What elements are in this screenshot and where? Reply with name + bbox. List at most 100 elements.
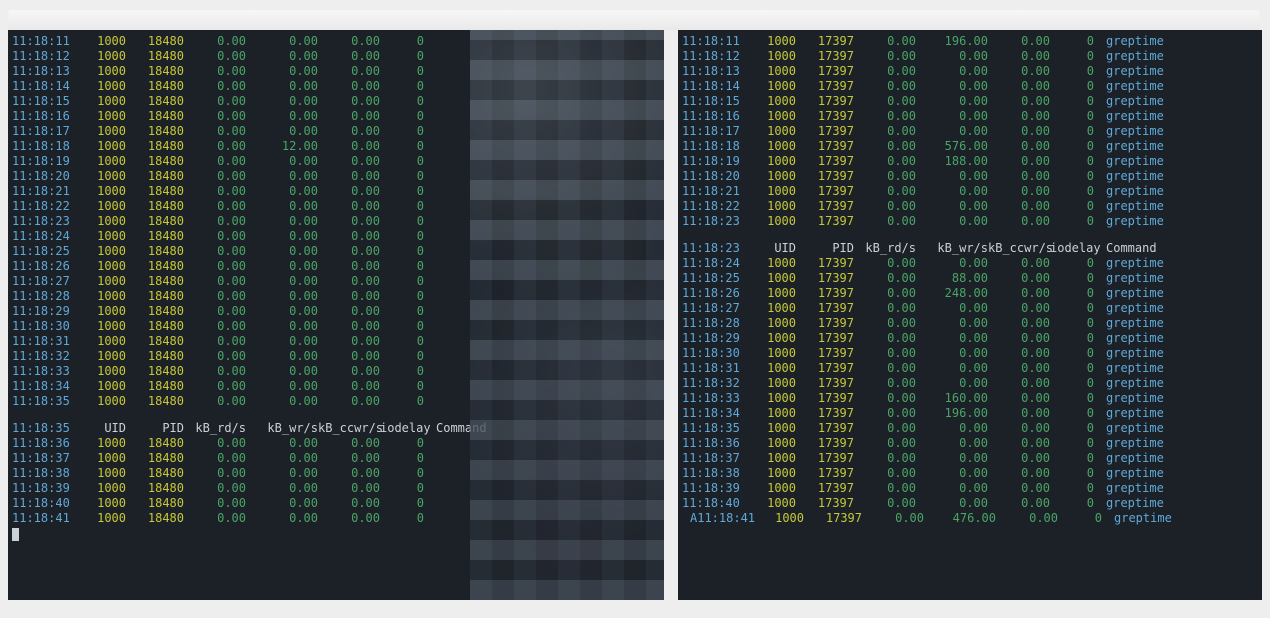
col-time: 11:18:22 bbox=[12, 199, 78, 214]
col-kb-ccwr: 0.00 bbox=[988, 271, 1050, 286]
col-kb-wr: 0.00 bbox=[916, 79, 988, 94]
col-kb-ccwr: 0.00 bbox=[988, 34, 1050, 49]
col-iodelay: 0 bbox=[380, 169, 424, 184]
col-pid: 17397 bbox=[796, 481, 854, 496]
col-kb-rd: 0.00 bbox=[184, 109, 246, 124]
col-iodelay: 0 bbox=[1050, 214, 1094, 229]
col-kb-ccwr: 0.00 bbox=[318, 319, 380, 334]
col-pid: 17397 bbox=[796, 391, 854, 406]
col-time: 11:18:36 bbox=[12, 436, 78, 451]
col-pid: 18480 bbox=[126, 169, 184, 184]
col-time: 11:18:31 bbox=[12, 334, 78, 349]
col-kb-rd: 0.00 bbox=[184, 349, 246, 364]
table-row: 11:18:291000173970.000.000.000greptime bbox=[682, 331, 1262, 346]
col-pid: 18480 bbox=[126, 394, 184, 409]
col-kb-rd: 0.00 bbox=[184, 154, 246, 169]
col-kb-ccwr: 0.00 bbox=[318, 49, 380, 64]
table-row: 11:18:381000173970.000.000.000greptime bbox=[682, 466, 1262, 481]
col-kb-ccwr: 0.00 bbox=[318, 496, 380, 511]
col-uid: 1000 bbox=[756, 511, 804, 526]
col-time: 11:18:25 bbox=[12, 244, 78, 259]
col-pid: 17397 bbox=[796, 451, 854, 466]
col-kb-ccwr: 0.00 bbox=[988, 496, 1050, 511]
col-kb-ccwr: 0.00 bbox=[988, 331, 1050, 346]
col-time: 11:18:25 bbox=[682, 271, 748, 286]
col-uid: 1000 bbox=[748, 331, 796, 346]
col-kb-wr: 0.00 bbox=[246, 289, 318, 304]
col-kb-rd: 0.00 bbox=[184, 379, 246, 394]
col-time: 11:18:32 bbox=[682, 376, 748, 391]
col-time: 11:18:22 bbox=[682, 199, 748, 214]
col-time: 11:18:33 bbox=[682, 391, 748, 406]
col-time: 11:18:23 bbox=[682, 241, 748, 256]
col-kb-wr: 0.00 bbox=[916, 436, 988, 451]
col-time: 11:18:18 bbox=[12, 139, 78, 154]
col-kb-wr: 0.00 bbox=[916, 49, 988, 64]
col-kb-wr: 0.00 bbox=[916, 199, 988, 214]
col-pid: 17397 bbox=[796, 256, 854, 271]
col-iodelay: 0 bbox=[1050, 154, 1094, 169]
col-iodelay: 0 bbox=[1050, 361, 1094, 376]
col-uid: 1000 bbox=[748, 184, 796, 199]
col-kb-wr: 0.00 bbox=[916, 169, 988, 184]
col-kb-rd: 0.00 bbox=[184, 229, 246, 244]
col-kb-ccwr: 0.00 bbox=[988, 154, 1050, 169]
col-kb-wr: 0.00 bbox=[246, 124, 318, 139]
col-iodelay: 0 bbox=[1050, 256, 1094, 271]
col-kb-wr: 0.00 bbox=[916, 316, 988, 331]
col-kb-ccwr: 0.00 bbox=[988, 406, 1050, 421]
col-command: greptime bbox=[1094, 184, 1164, 199]
col-kb-wr: 0.00 bbox=[916, 184, 988, 199]
col-kb-wr: 0.00 bbox=[916, 301, 988, 316]
col-kb-ccwr: 0.00 bbox=[318, 451, 380, 466]
col-time: 11:18:11 bbox=[682, 34, 748, 49]
col-time: 11:18:34 bbox=[12, 379, 78, 394]
col-kb-wr: 0.00 bbox=[246, 304, 318, 319]
col-kb-rd: 0.00 bbox=[184, 304, 246, 319]
table-row: 11:18:341000184800.000.000.000 bbox=[12, 379, 664, 394]
col-time: 11:18:16 bbox=[12, 109, 78, 124]
window-tabbar bbox=[8, 10, 1260, 30]
col-iodelay: 0 bbox=[1050, 481, 1094, 496]
table-row: 11:18:411000184800.000.000.000 bbox=[12, 511, 664, 526]
terminal-left[interactable]: 11:18:111000184800.000.000.00011:18:1210… bbox=[8, 30, 664, 600]
col-kb-rd: 0.00 bbox=[854, 496, 916, 511]
col-kb-ccwr: 0.00 bbox=[318, 481, 380, 496]
col-kb-ccwr: 0.00 bbox=[988, 361, 1050, 376]
col-kb-rd: 0.00 bbox=[184, 139, 246, 154]
col-iodelay: 0 bbox=[380, 214, 424, 229]
col-command: greptime bbox=[1094, 331, 1164, 346]
table-row: 11:18:131000184800.000.000.000 bbox=[12, 64, 664, 79]
col-pid: 18480 bbox=[126, 124, 184, 139]
table-row: 11:18:361000184800.000.000.000 bbox=[12, 436, 664, 451]
col-command: greptime bbox=[1094, 421, 1164, 436]
table-row: 11:18:111000173970.00196.000.000greptime bbox=[682, 34, 1262, 49]
table-row: 11:18:201000173970.000.000.000greptime bbox=[682, 169, 1262, 184]
col-pid: 17397 bbox=[796, 109, 854, 124]
col-uid: 1000 bbox=[748, 436, 796, 451]
col-iodelay: 0 bbox=[380, 34, 424, 49]
table-row: 11:18:381000184800.000.000.000 bbox=[12, 466, 664, 481]
blank-line bbox=[682, 229, 1262, 241]
col-kb-rd: 0.00 bbox=[854, 466, 916, 481]
col-command: greptime bbox=[1094, 286, 1164, 301]
col-kb-ccwr: 0.00 bbox=[318, 169, 380, 184]
col-uid: 1000 bbox=[748, 406, 796, 421]
table-row: 11:18:151000184800.000.000.000 bbox=[12, 94, 664, 109]
table-row: 11:18:321000184800.000.000.000 bbox=[12, 349, 664, 364]
col-kb-wr: 0.00 bbox=[916, 214, 988, 229]
col-uid: 1000 bbox=[78, 139, 126, 154]
col-pid: 18480 bbox=[126, 379, 184, 394]
col-iodelay: 0 bbox=[1058, 511, 1102, 526]
table-row: 11:18:211000184800.000.000.000 bbox=[12, 184, 664, 199]
table-row: 11:18:121000184800.000.000.000 bbox=[12, 49, 664, 64]
col-pid: 17397 bbox=[796, 154, 854, 169]
col-command: greptime bbox=[1094, 391, 1164, 406]
col-time: 11:18:36 bbox=[682, 436, 748, 451]
col-kb-rd: 0.00 bbox=[854, 346, 916, 361]
col-time: 11:18:35 bbox=[12, 421, 78, 436]
col-uid: 1000 bbox=[78, 334, 126, 349]
terminal-right[interactable]: 11:18:111000173970.00196.000.000greptime… bbox=[678, 30, 1262, 600]
col-time: 11:18:35 bbox=[12, 394, 78, 409]
col-pid: 18480 bbox=[126, 451, 184, 466]
